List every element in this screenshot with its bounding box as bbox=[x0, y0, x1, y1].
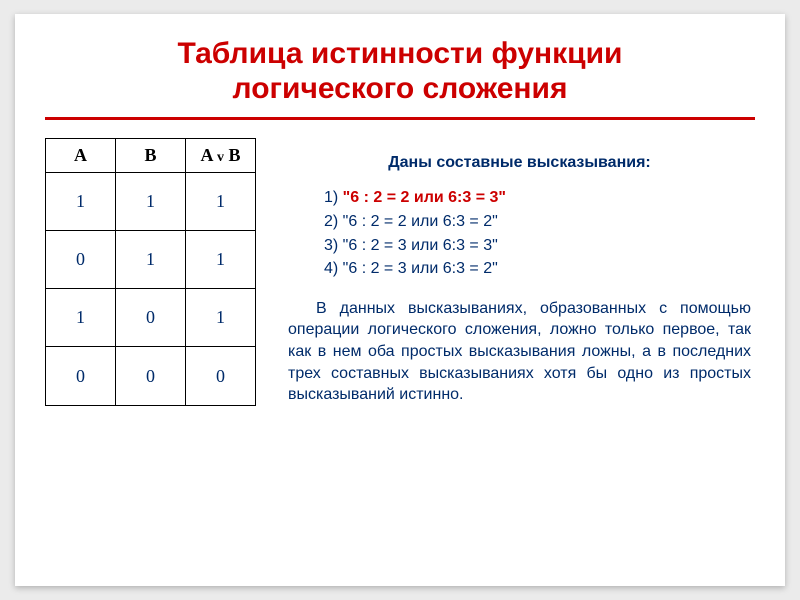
horizontal-rule bbox=[45, 117, 755, 120]
cell-r: 0 bbox=[186, 347, 256, 405]
cell-b: 0 bbox=[116, 347, 186, 405]
cell-r: 1 bbox=[186, 172, 256, 230]
table-row: 1 1 1 bbox=[46, 172, 256, 230]
cell-a: 1 bbox=[46, 289, 116, 347]
truth-table: A B A v B 1 1 1 0 1 1 bbox=[45, 138, 256, 406]
item-number: 2) bbox=[324, 213, 343, 230]
table-header-row: A B A v B bbox=[46, 138, 256, 172]
col-a-header: A bbox=[46, 138, 116, 172]
col-b-header: B bbox=[116, 138, 186, 172]
table-row: 0 1 1 bbox=[46, 231, 256, 289]
cell-r: 1 bbox=[186, 231, 256, 289]
cell-a: 0 bbox=[46, 231, 116, 289]
table-row: 0 0 0 bbox=[46, 347, 256, 405]
item-number: 4) bbox=[324, 260, 343, 277]
list-item: 3) "6 : 2 = 3 или 6:3 = 3" bbox=[324, 235, 755, 257]
content-area: A B A v B 1 1 1 0 1 1 bbox=[45, 138, 755, 406]
cell-r: 1 bbox=[186, 289, 256, 347]
item-text: "6 : 2 = 3 или 6:3 = 2" bbox=[343, 260, 498, 277]
item-number: 3) bbox=[324, 237, 343, 254]
statements-heading: Даны составные высказывания: bbox=[284, 152, 755, 174]
list-item: 2) "6 : 2 = 2 или 6:3 = 2" bbox=[324, 211, 755, 233]
item-text: "6 : 2 = 2 или 6:3 = 2" bbox=[343, 213, 498, 230]
slide-title: Таблица истинности функции логического с… bbox=[45, 36, 755, 107]
slide-container: Таблица истинности функции логического с… bbox=[15, 14, 785, 586]
result-header-a: A bbox=[200, 145, 217, 165]
col-result-header: A v B bbox=[186, 138, 256, 172]
item-number: 1) bbox=[324, 189, 343, 206]
item-text: "6 : 2 = 2 или 6:3 = 3" bbox=[343, 189, 506, 206]
result-header-b: B bbox=[224, 145, 241, 165]
table-row: 1 0 1 bbox=[46, 289, 256, 347]
list-item: 1) "6 : 2 = 2 или 6:3 = 3" bbox=[324, 187, 755, 209]
right-panel: Даны составные высказывания: 1) "6 : 2 =… bbox=[284, 138, 755, 406]
statements-list: 1) "6 : 2 = 2 или 6:3 = 3" 2) "6 : 2 = 2… bbox=[324, 187, 755, 279]
list-item: 4) "6 : 2 = 3 или 6:3 = 2" bbox=[324, 258, 755, 280]
result-header-op: v bbox=[217, 150, 224, 165]
explanation-paragraph: В данных высказываниях, образованных с п… bbox=[288, 298, 751, 406]
title-line-2: логического сложения bbox=[233, 72, 568, 105]
cell-b: 1 bbox=[116, 231, 186, 289]
cell-b: 1 bbox=[116, 172, 186, 230]
cell-a: 1 bbox=[46, 172, 116, 230]
cell-b: 0 bbox=[116, 289, 186, 347]
title-line-1: Таблица истинности функции bbox=[178, 37, 623, 70]
item-text: "6 : 2 = 3 или 6:3 = 3" bbox=[343, 237, 498, 254]
cell-a: 0 bbox=[46, 347, 116, 405]
